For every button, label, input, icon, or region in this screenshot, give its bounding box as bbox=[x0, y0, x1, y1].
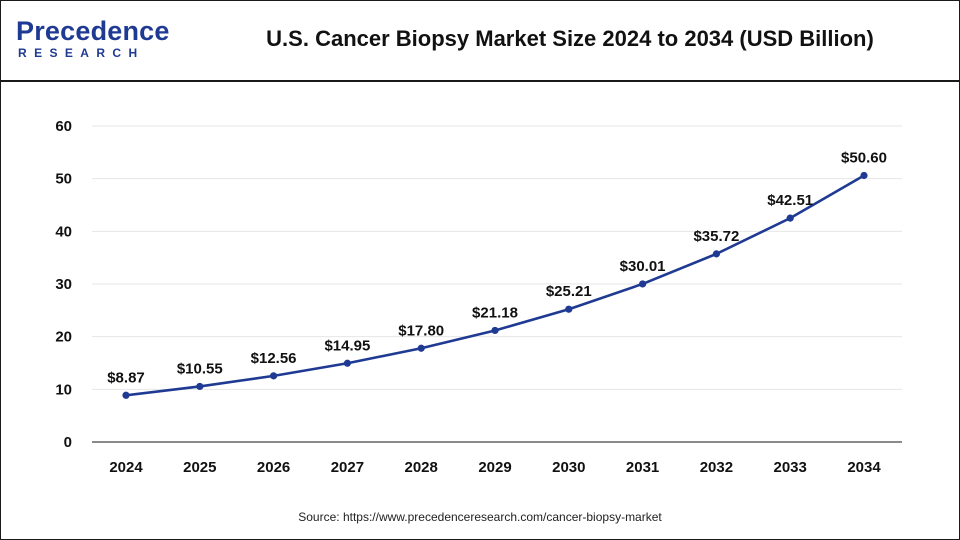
data-label: $14.95 bbox=[324, 337, 370, 354]
logo-wordmark: Precedence bbox=[16, 16, 170, 46]
logo-subtitle: RESEARCH bbox=[18, 46, 145, 60]
chart-area: 0 10 20 30 40 50 60 2024 2025 2026 2027 2028 2029 203… bbox=[0, 82, 960, 502]
data-point bbox=[270, 372, 278, 380]
data-label: $25.21 bbox=[546, 283, 592, 300]
data-label: $8.87 bbox=[107, 369, 145, 386]
x-tick-label: 2030 bbox=[552, 459, 585, 476]
data-point bbox=[343, 359, 351, 367]
x-tick-label: 2031 bbox=[626, 459, 659, 476]
data-point bbox=[196, 382, 204, 391]
y-tick-label: 30 bbox=[55, 276, 72, 293]
data-label: $12.56 bbox=[251, 350, 297, 367]
data-label: $17.80 bbox=[398, 322, 444, 339]
x-tick-label: 2029 bbox=[478, 459, 511, 476]
data-point bbox=[417, 344, 425, 352]
data-label: $30.01 bbox=[620, 258, 666, 275]
y-tick-label: 0 bbox=[64, 434, 72, 451]
y-tick-label: 40 bbox=[55, 223, 72, 240]
data-point bbox=[860, 171, 868, 180]
brand-logo: Precedence RESEARCH bbox=[16, 16, 169, 64]
chart-title: U.S. Cancer Biopsy Market Size 2024 to 2… bbox=[266, 26, 874, 51]
source-note: Source: https://www.precedenceresearch.c… bbox=[298, 510, 662, 524]
header: Precedence RESEARCH U.S. Cancer Biopsy M… bbox=[0, 0, 960, 82]
series-line bbox=[124, 174, 866, 397]
data-label: $10.55 bbox=[177, 360, 223, 377]
x-tick-label: 2034 bbox=[847, 459, 881, 476]
y-tick-label: 20 bbox=[55, 329, 72, 346]
data-point bbox=[639, 280, 647, 288]
x-tick-label: 2028 bbox=[405, 459, 438, 476]
x-tick-label: 2033 bbox=[774, 459, 807, 476]
data-label: $42.51 bbox=[767, 192, 813, 209]
data-point bbox=[712, 250, 721, 258]
data-point bbox=[565, 305, 573, 313]
y-tick-label: 10 bbox=[55, 381, 72, 398]
x-tick-label: 2026 bbox=[257, 459, 290, 476]
y-tick-label: 60 bbox=[55, 118, 72, 135]
data-point bbox=[491, 326, 499, 335]
data-point bbox=[122, 391, 130, 399]
x-tick-label: 2025 bbox=[183, 459, 216, 476]
data-label: $50.60 bbox=[841, 150, 887, 167]
data-label: $21.18 bbox=[472, 304, 518, 321]
x-tick-label: 2024 bbox=[109, 459, 143, 476]
x-tick-label: 2027 bbox=[331, 459, 364, 476]
data-point bbox=[786, 214, 794, 222]
y-tick-label: 50 bbox=[55, 171, 72, 188]
data-label: $35.72 bbox=[693, 228, 739, 245]
x-tick-label: 2032 bbox=[700, 459, 733, 476]
